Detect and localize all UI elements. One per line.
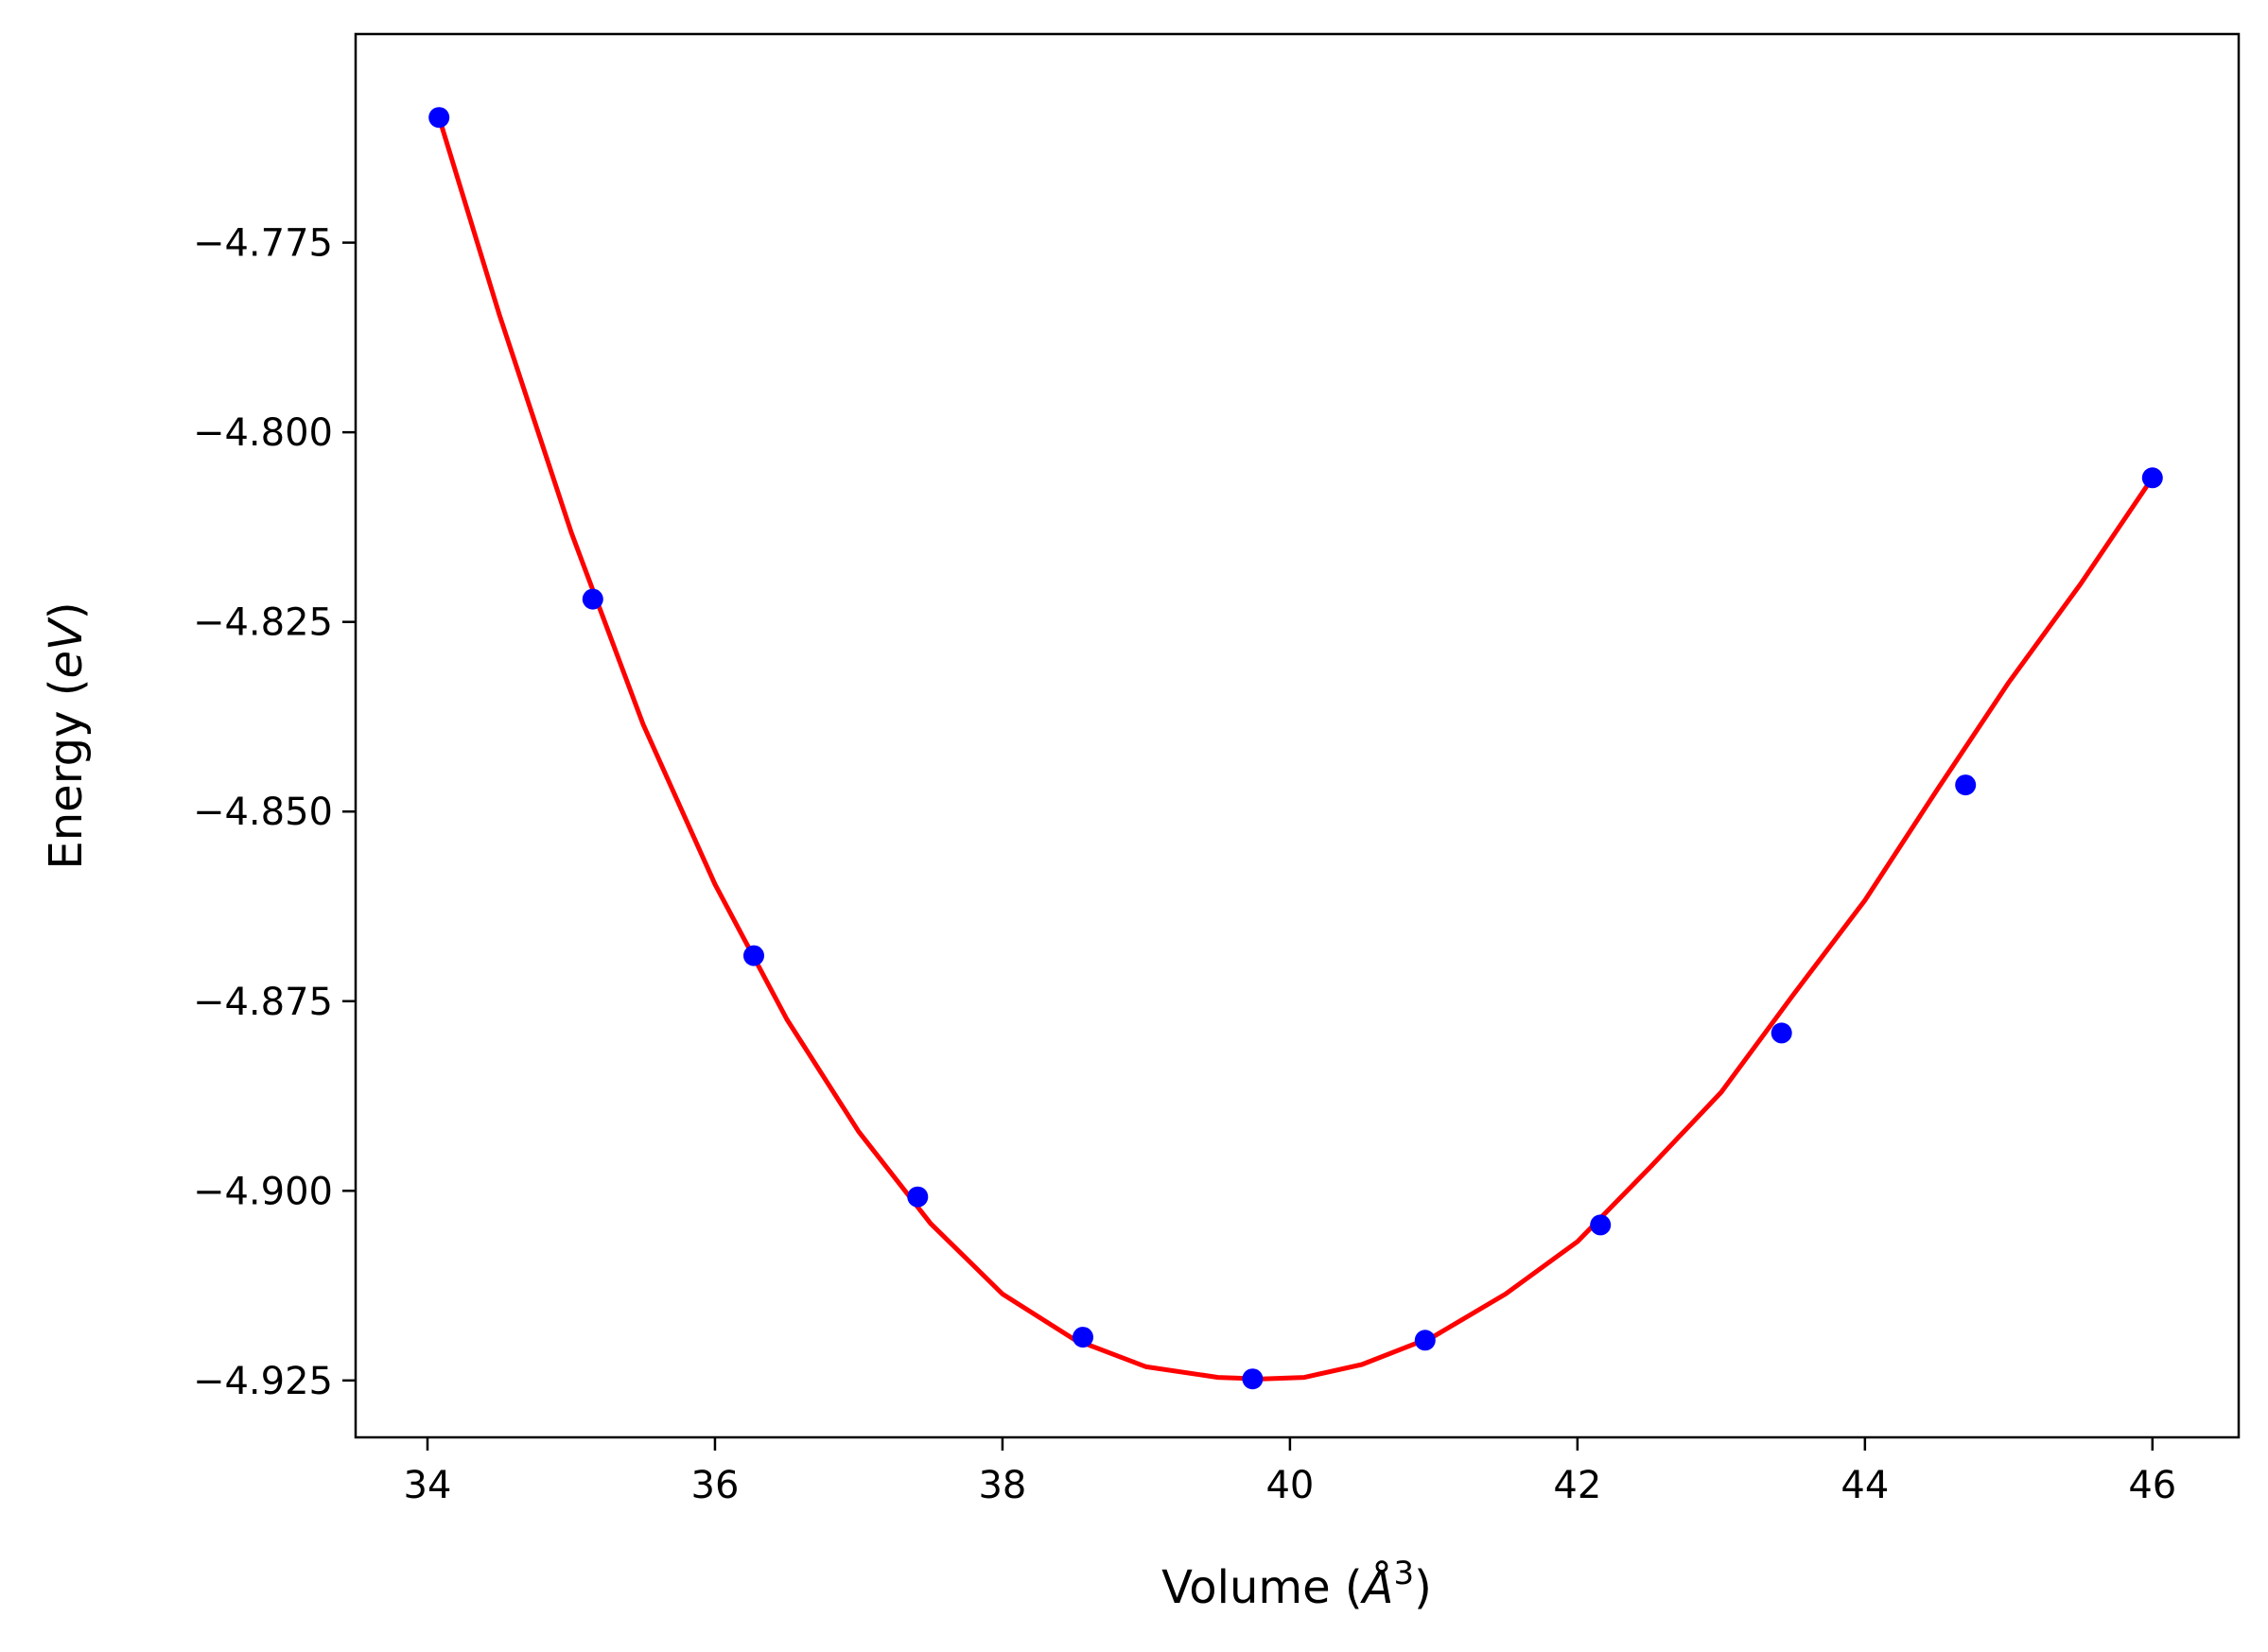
y-axis-title: Energy (eV) [40, 601, 93, 869]
x-tick-label: 40 [1265, 1464, 1314, 1507]
y-tick-label: −4.800 [193, 411, 333, 455]
data-point [1073, 1327, 1093, 1348]
axes-frame [354, 32, 2241, 1439]
data-point [428, 107, 450, 129]
data-point [1242, 1368, 1264, 1390]
data-point [1414, 1330, 1436, 1351]
x-axis-title: Volume (Å3) [1161, 1555, 1432, 1614]
x-tick-label: 36 [691, 1464, 740, 1507]
data-point [1955, 774, 1977, 796]
y-tick-label: −4.850 [193, 791, 333, 834]
x-tick-label: 34 [404, 1464, 452, 1507]
y-tick-label: −4.825 [193, 601, 333, 645]
y-tick-label: −4.925 [193, 1360, 333, 1403]
x-tick-label: 42 [1553, 1464, 1601, 1507]
data-point [582, 588, 603, 610]
y-axis-ticks: −4.775 −4.800 −4.825 −4.850 −4.875 −4.900 −4.9… [193, 222, 356, 1403]
y-tick-label: −4.775 [193, 222, 333, 266]
data-point [743, 945, 764, 966]
x-tick-label: 46 [2128, 1464, 2176, 1507]
fit-curve [436, 116, 2155, 1382]
x-tick-label: 44 [1841, 1464, 1889, 1507]
data-point [2141, 467, 2163, 489]
y-tick-label: −4.875 [193, 981, 333, 1024]
data-point [1771, 1022, 1792, 1044]
data-point [907, 1186, 929, 1208]
data-point [1590, 1214, 1612, 1236]
data-points [428, 107, 2163, 1390]
y-tick-label: −4.900 [193, 1170, 333, 1213]
plot-area [428, 107, 2163, 1390]
x-tick-label: 38 [978, 1464, 1026, 1507]
x-axis-ticks: 34 36 38 40 42 44 46 [404, 1437, 2176, 1507]
